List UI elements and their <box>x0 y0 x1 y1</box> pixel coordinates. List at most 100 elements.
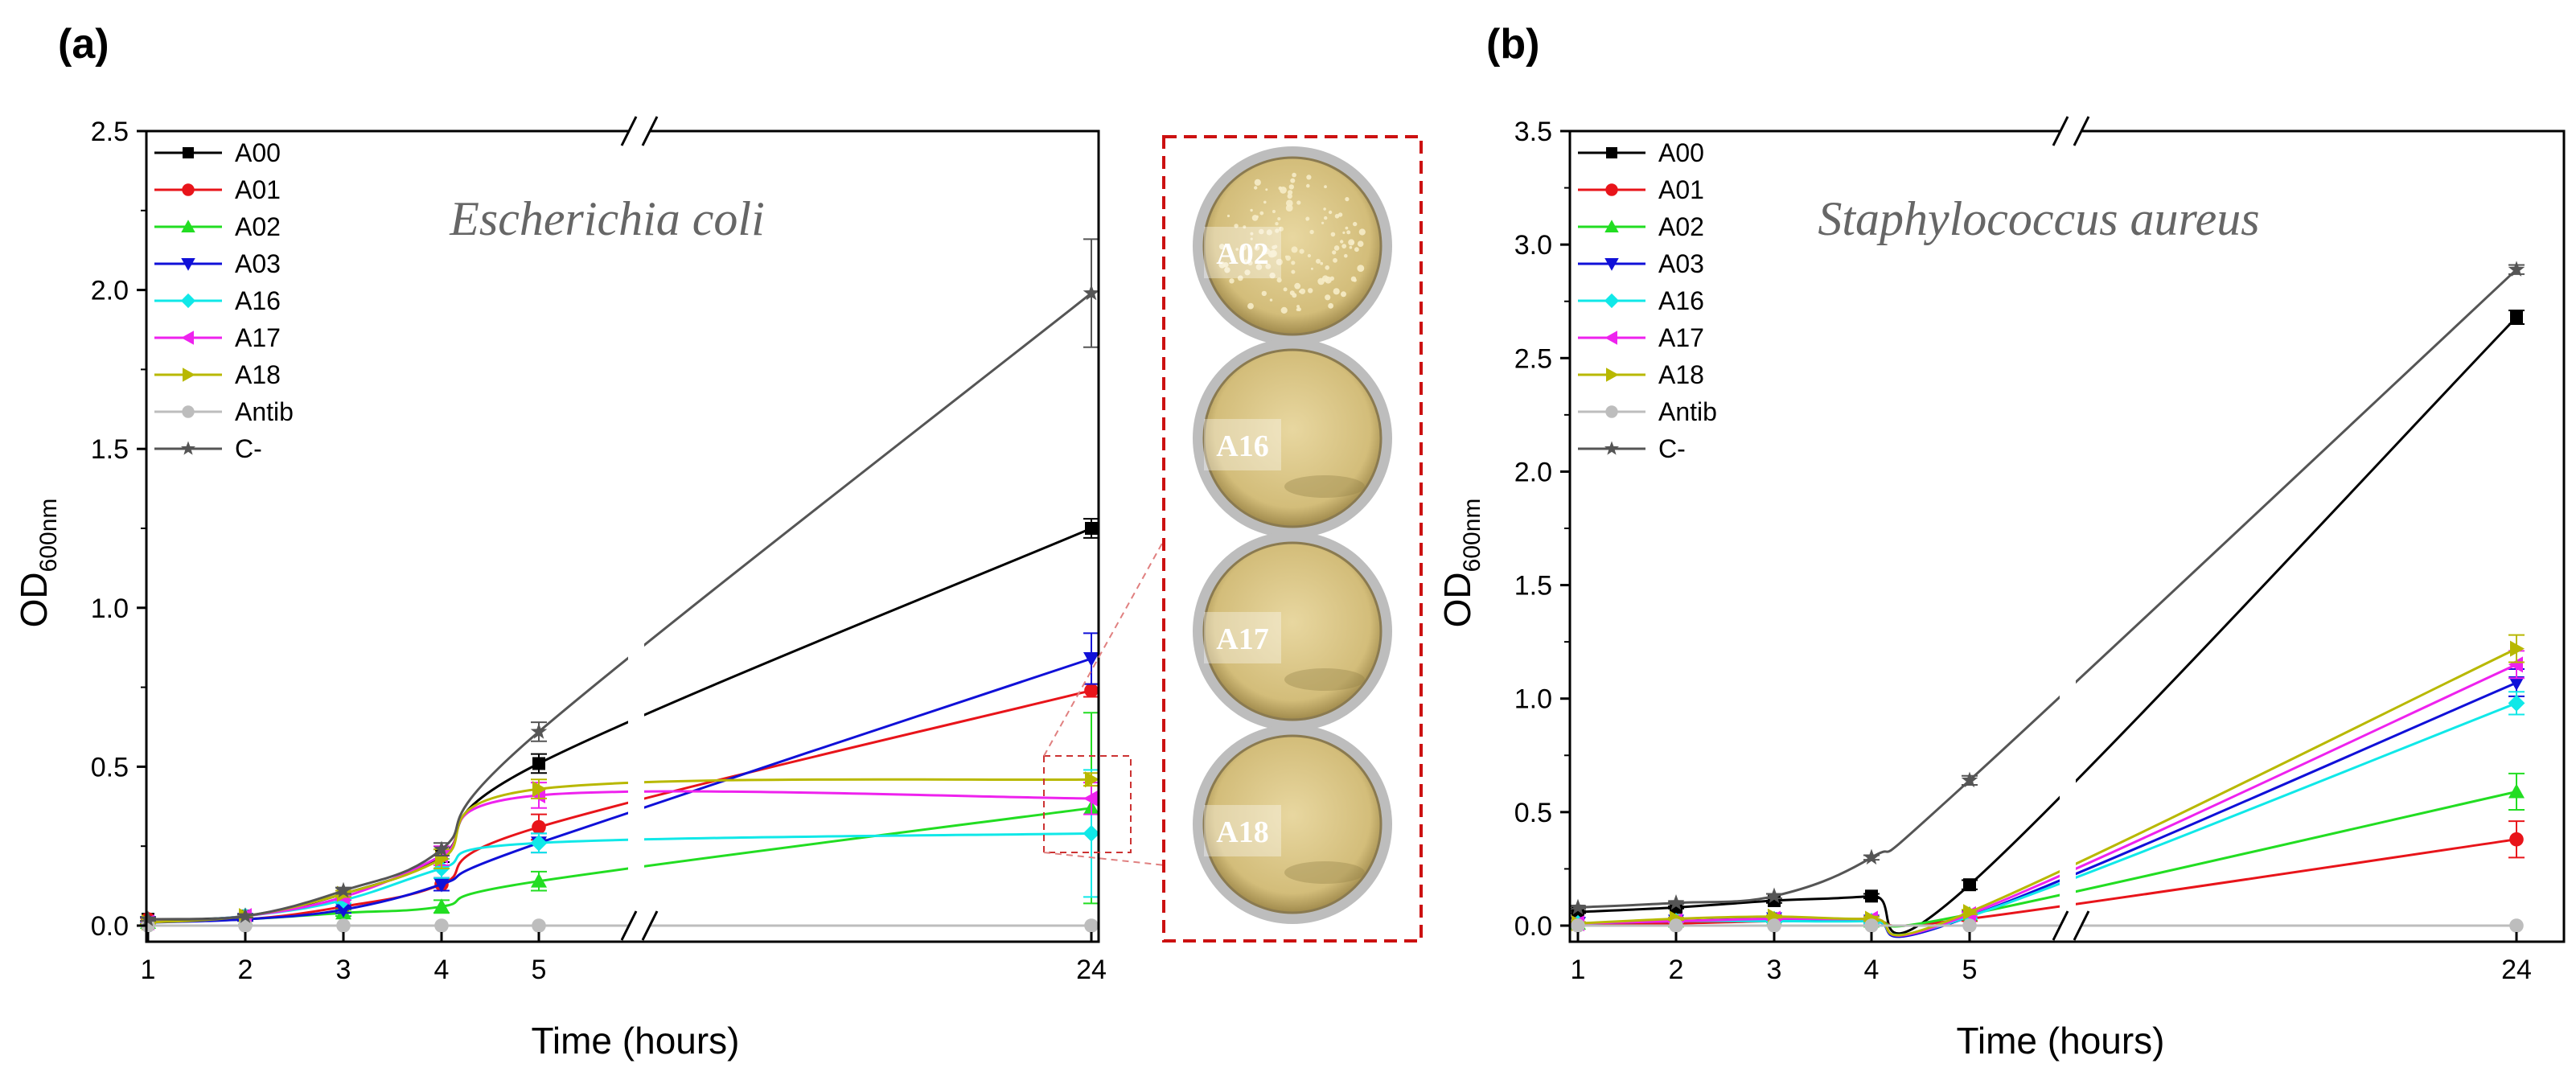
b-legend-label-a01: A01 <box>1658 175 1704 204</box>
plate-label-box-a17 <box>1204 612 1281 663</box>
a-point-a18-5 <box>1085 771 1099 788</box>
colony-98 <box>1292 172 1296 178</box>
a-legend-marker-a16 <box>180 293 196 309</box>
a-series-line-a03 <box>147 657 1092 924</box>
a-series-line-a02 <box>147 807 1092 924</box>
plate-label-box-a02 <box>1204 227 1281 278</box>
panel-a-x-axis-title: Time (hours) <box>532 1020 740 1062</box>
panel-b: (b) 0.0 0.5 1.0 1.5 2.0 2.5 3.0 3.5 1 2 3 4 5 24 A00… <box>1436 21 2566 1062</box>
colony-110 <box>1325 265 1329 270</box>
colony-108 <box>1341 244 1347 248</box>
a-point-a00-4 <box>532 757 545 770</box>
b-legend-label-a03: A03 <box>1658 249 1704 278</box>
colony-72 <box>1305 216 1310 221</box>
b-point-c-4 <box>1961 771 1978 788</box>
b-legend-marker-a00 <box>1606 147 1617 158</box>
a-x-tick-label-5: 24 <box>1076 955 1107 985</box>
panel-a-tag: (a) <box>58 21 109 68</box>
colony-69 <box>1265 263 1272 269</box>
plate-smear-a18 <box>1284 861 1365 884</box>
panel-b-y-ticks: 0.0 0.5 1.0 1.5 2.0 2.5 3.0 3.5 <box>1514 117 1570 942</box>
a-legend-marker-c <box>181 441 195 455</box>
b-legend-item-a00: A00 <box>1578 138 1704 167</box>
panel-b-y-axis-title: OD600nm <box>1436 499 1485 628</box>
colony-24 <box>1280 306 1288 314</box>
colony-104 <box>1261 250 1267 256</box>
panel-b-axis-break <box>2052 116 2090 941</box>
a-y-tick-label-5: 2.5 <box>91 117 129 147</box>
colony-13 <box>1296 200 1301 205</box>
colony-60 <box>1270 249 1277 257</box>
a-series-a02 <box>140 712 1099 930</box>
b-legend-marker-a18 <box>1606 368 1619 382</box>
a-legend-item-c: C- <box>154 434 262 463</box>
a-point-a02-3 <box>433 898 450 914</box>
b-x-tick-label-0: 1 <box>1571 955 1586 985</box>
colony-113 <box>1357 240 1364 248</box>
a-point-antib-5 <box>1084 918 1099 933</box>
b-legend-label-a17: A17 <box>1658 323 1704 352</box>
a-x-tick-label-3: 4 <box>434 955 450 985</box>
b-series-line-a18 <box>1577 647 2517 937</box>
b-x-tick-label-2: 3 <box>1767 955 1782 985</box>
b-y-tick-label-3: 1.5 <box>1514 571 1552 602</box>
a-x-tick-label-4: 5 <box>532 955 547 985</box>
b-break-slash-a-0 <box>2052 116 2069 146</box>
colony-11 <box>1340 240 1344 244</box>
panel-a-y-axis-title-sub: 600nm <box>35 499 62 573</box>
colony-107 <box>1263 200 1267 204</box>
colony-30 <box>1333 245 1340 251</box>
colony-68 <box>1342 231 1346 234</box>
b-legend-item-a01: A01 <box>1578 175 1704 204</box>
b-legend-marker-a17 <box>1604 331 1617 345</box>
colony-84 <box>1345 197 1350 202</box>
b-series-c <box>1569 261 2525 915</box>
a-point-antib-2 <box>336 918 351 933</box>
a-break-slash-a-0 <box>620 116 638 146</box>
colony-79 <box>1299 290 1302 294</box>
colony-74 <box>1316 258 1321 264</box>
a-point-a16-5 <box>1083 824 1100 842</box>
colony-61 <box>1234 224 1239 228</box>
colony-12 <box>1250 232 1254 236</box>
b-point-a01-5 <box>2509 832 2524 847</box>
a-point-a17-5 <box>1083 790 1098 807</box>
b-point-antib-1 <box>1669 918 1683 933</box>
colony-70 <box>1297 307 1301 312</box>
b-break-slash-b-1 <box>2073 910 2090 941</box>
a-point-c-3 <box>433 840 450 856</box>
b-x-tick-label-3: 4 <box>1864 955 1880 985</box>
a-legend-item-a03: A03 <box>154 249 281 278</box>
b-point-a00-4 <box>1963 878 1976 892</box>
panel-a-axis-break <box>620 116 659 941</box>
a-break-gap-0 <box>628 126 651 136</box>
b-point-antib-5 <box>2509 918 2524 933</box>
a-y-tick-label-2: 1.0 <box>91 593 129 624</box>
colony-44 <box>1275 228 1280 233</box>
plate-label-a16: A16 <box>1216 429 1268 463</box>
colony-38 <box>1299 248 1304 254</box>
colony-119 <box>1291 269 1296 274</box>
colony-81 <box>1344 253 1348 258</box>
colony-21 <box>1240 244 1247 251</box>
a-x-tick-label-1: 2 <box>238 955 253 985</box>
colony-36 <box>1254 186 1258 190</box>
b-legend-label-a18: A18 <box>1658 360 1704 389</box>
plate-smear-a17 <box>1284 668 1365 691</box>
a-legend-label-antib: Antib <box>235 397 294 426</box>
colony-49 <box>1276 258 1283 265</box>
colony-117 <box>1345 226 1349 230</box>
colony-71 <box>1337 212 1343 217</box>
panel-a-axes-frame <box>145 129 1100 943</box>
a-point-a01-5 <box>1084 683 1099 698</box>
a-legend-label-c: C- <box>235 434 262 463</box>
a-legend-label-a00: A00 <box>235 138 281 167</box>
plate-label-box-a16 <box>1204 419 1281 470</box>
a-point-c-0 <box>139 910 157 926</box>
a-point-a03-2 <box>335 903 351 918</box>
colony-73 <box>1229 278 1235 284</box>
panel-a-plot-area <box>139 138 1100 933</box>
a-point-antib-4 <box>532 918 546 933</box>
colony-41 <box>1272 245 1276 250</box>
b-point-antib-4 <box>1962 918 1977 933</box>
